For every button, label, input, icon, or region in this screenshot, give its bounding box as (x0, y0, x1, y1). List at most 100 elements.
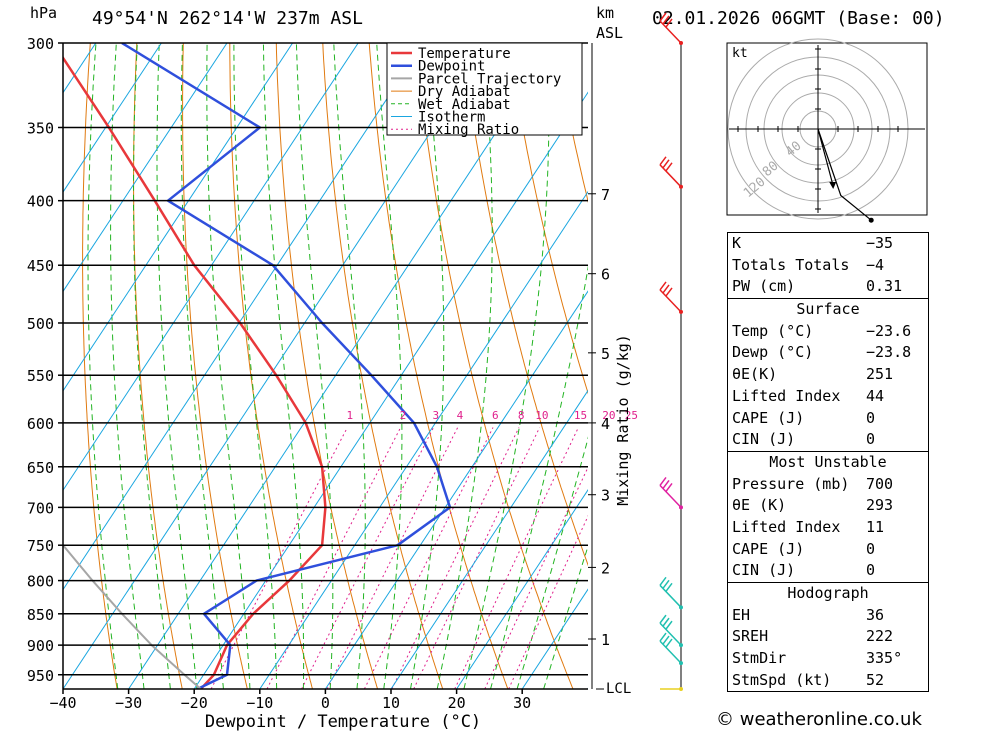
isotherm-line (193, 91, 588, 689)
pressure-tick-label: 700 (27, 499, 54, 517)
most-unstable-label: CAPE (J) (732, 539, 805, 558)
dry-adiabat-line (182, 43, 248, 689)
wind-barb-flag (662, 579, 670, 589)
lcl-label: LCL (606, 681, 631, 697)
wet-adiabat-line (295, 43, 334, 689)
temperature-tick-label: 10 (382, 694, 400, 712)
indices-panel: K −35 Totals Totals −4 PW (cm) 0.31 Surface T… (727, 232, 929, 693)
pressure-tick-label: 650 (27, 459, 54, 477)
isotherm-line (63, 43, 97, 94)
isotherm-line (456, 489, 588, 689)
mixing-ratio-line (266, 427, 402, 689)
legend-entry: Temperature (418, 46, 511, 62)
index-value: 0.31 (866, 277, 903, 296)
storm-motion-vector (817, 128, 834, 187)
km-tick-label: 7 (601, 186, 610, 204)
wind-barb-flag (665, 582, 673, 592)
surface-title: Surface (796, 300, 860, 319)
isotherm-line (0, 43, 30, 689)
hodograph-value: 222 (866, 627, 894, 646)
surface-value: 251 (866, 365, 894, 384)
surface-label: θE(K) (732, 365, 778, 384)
surface-value: 44 (866, 386, 885, 405)
indices-most-unstable: Most Unstable Pressure (mb) 700 θE (K) 293 L… (728, 450, 928, 582)
mixing-ratio-label: 1 (346, 409, 353, 422)
mixing-ratio-line (413, 427, 541, 689)
wet-adiabat-line (516, 436, 588, 689)
index-value: −35 (866, 234, 894, 252)
pressure-tick-label: 900 (27, 637, 54, 655)
hodograph-end-point (868, 217, 874, 223)
wet-adiabat-line (376, 43, 403, 689)
index-label: K (732, 234, 742, 252)
wind-barb-staff (659, 164, 682, 188)
surface-row: CIN (J) 0 (728, 429, 928, 451)
most-unstable-value: 293 (866, 496, 894, 515)
mixing-ratio-label: 10 (535, 409, 548, 422)
wind-barb-flag (659, 632, 667, 642)
pressure-tick-label: 450 (27, 257, 54, 275)
wind-barb-flag (659, 281, 667, 291)
mixing-ratio-line (301, 427, 434, 689)
mixing-ratio-label: 20 (602, 409, 615, 422)
indices-top: K −35 Totals Totals −4 PW (cm) 0.31 (728, 233, 928, 298)
dry-adiabat-line (508, 43, 588, 395)
isotherm-line (259, 190, 588, 689)
most-unstable-label: θE (K) (732, 496, 787, 515)
hodograph-label: StmDir (732, 649, 787, 668)
wind-barb-flag (665, 620, 673, 630)
hodograph-value: 52 (866, 670, 885, 689)
wind-barb-flag (662, 617, 670, 627)
hodograph-row: EH 36 (728, 605, 928, 627)
most-unstable-row: CAPE (J) 0 (728, 539, 928, 561)
pressure-tick-label: 400 (27, 193, 54, 211)
wind-barb-flag (665, 482, 673, 492)
index-row: K −35 (728, 233, 928, 255)
temperature-tick-label: 20 (448, 694, 466, 712)
km-tick-label: 4 (601, 415, 610, 433)
hodograph-title: Hodograph (787, 584, 869, 602)
wet-adiabat-line (233, 43, 278, 689)
temperature-tick-label: −10 (246, 694, 273, 712)
temperature-tick-label: −30 (115, 694, 142, 712)
surface-row: CAPE (J) 0 (728, 408, 928, 430)
surface-row: Lifted Index 44 (728, 386, 928, 408)
most-unstable-row: Lifted Index 11 (728, 517, 928, 539)
isotherm-line (63, 43, 294, 392)
surface-row: θE(K) 251 (728, 364, 928, 386)
hpa-label: hPa (30, 4, 57, 22)
wind-barb-flag (659, 156, 667, 166)
surface-value: 0 (866, 408, 876, 427)
indices-hodograph: Hodograph EH 36 SREH 222 StmDir 335° StmSpd (k… (728, 582, 928, 691)
wind-barb-flag (659, 476, 667, 486)
pressure-tick-label: 800 (27, 573, 54, 591)
mixing-ratio-label: 4 (457, 409, 464, 422)
dry-adiabat-line (30, 43, 53, 689)
isotherm-line (63, 43, 359, 492)
pressure-tick-label: 350 (27, 119, 54, 137)
temperature-profile (63, 55, 327, 689)
most-unstable-value: 0 (866, 539, 876, 558)
hodograph-row: StmSpd (kt) 52 (728, 670, 928, 692)
index-label: PW (cm) (732, 277, 796, 296)
wind-barb-staff (659, 289, 682, 313)
wind-barb-staff (659, 484, 682, 508)
wind-barb-staff (659, 20, 682, 44)
most-unstable-value: 700 (866, 474, 894, 493)
most-unstable-label: Pressure (mb) (732, 474, 850, 493)
most-unstable-row: θE (K) 293 (728, 495, 928, 517)
index-row: Totals Totals −4 (728, 255, 928, 277)
hodograph-label: SREH (732, 627, 769, 646)
wind-barb-flag (662, 284, 670, 294)
isotherm-line (128, 43, 556, 689)
surface-row: Dewp (°C) −23.8 (728, 342, 928, 364)
legend-entry: Mixing Ratio (418, 122, 519, 138)
legend-entry: Wet Adiabat (418, 97, 511, 113)
surface-label: Lifted Index (732, 386, 841, 405)
legend-box (386, 42, 583, 136)
mixing-ratio-line (391, 427, 520, 689)
temperature-tick-label: 0 (321, 694, 330, 712)
copyright-footer: © weatheronline.co.uk (716, 709, 922, 730)
km-tick-label: 1 (601, 631, 610, 649)
